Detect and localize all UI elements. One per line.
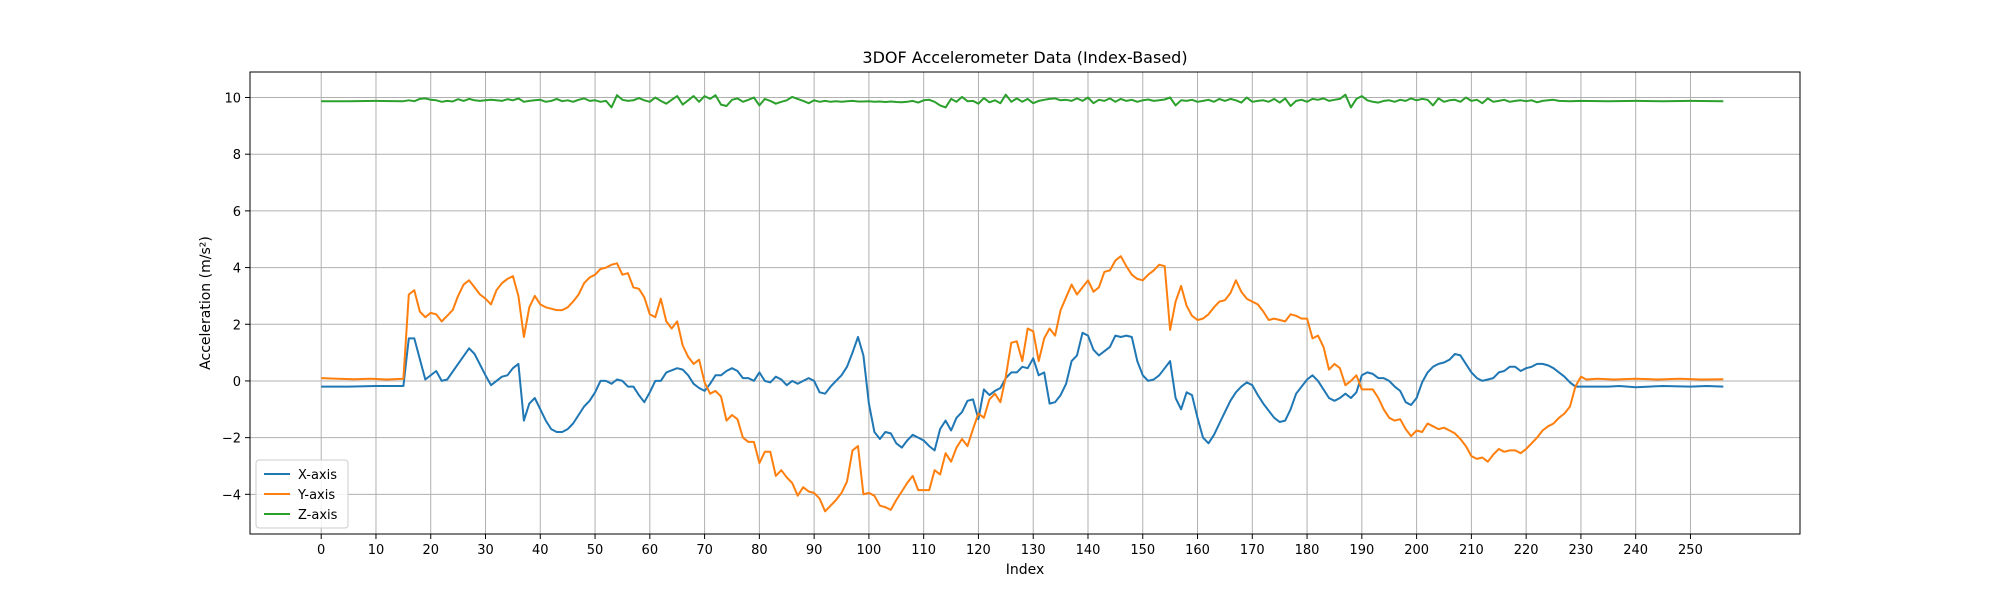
y-tick-label: −4 (222, 488, 241, 503)
x-tick-label: 240 (1623, 543, 1648, 558)
x-tick-label: 180 (1295, 543, 1320, 558)
x-tick-label: 60 (642, 543, 659, 558)
y-axis-label: Acceleration (m/s²) (198, 236, 214, 370)
x-tick-label: 40 (532, 543, 549, 558)
series-line-x-axis (321, 331, 1724, 452)
axis-ticks: 0 10 20 30 40 50 60 70 80 90 100 110 120 130 140 150 160… (222, 92, 1703, 558)
x-tick-label: 200 (1404, 543, 1429, 558)
series-line-y-axis (321, 255, 1724, 513)
y-tick-label: 8 (233, 148, 241, 163)
legend-box (255, 459, 349, 529)
series-lines (321, 93, 1724, 513)
legend-label-y: Y-axis (297, 488, 335, 503)
x-tick-label: 210 (1459, 543, 1484, 558)
y-tick-label: −2 (222, 432, 241, 447)
x-tick-label: 10 (368, 543, 385, 558)
x-tick-label: 80 (751, 543, 768, 558)
legend-label-x: X-axis (298, 468, 337, 483)
x-tick-label: 170 (1240, 543, 1265, 558)
x-tick-label: 20 (422, 543, 439, 558)
x-tick-label: 110 (911, 543, 936, 558)
y-tick-label: 2 (233, 318, 241, 333)
x-tick-label: 190 (1349, 543, 1374, 558)
x-axis-label: Index (1006, 562, 1045, 578)
y-tick-label: 4 (233, 262, 241, 277)
x-tick-label: 140 (1076, 543, 1101, 558)
x-tick-label: 90 (806, 543, 823, 558)
x-tick-label: 30 (477, 543, 494, 558)
chart-title: 3DOF Accelerometer Data (Index-Based) (862, 48, 1187, 67)
x-tick-label: 160 (1185, 543, 1210, 558)
plot-frame (249, 71, 1801, 535)
x-tick-label: 120 (966, 543, 991, 558)
x-tick-label: 0 (317, 543, 325, 558)
x-tick-label: 50 (587, 543, 604, 558)
series-line-z-axis (321, 93, 1724, 109)
x-tick-label: 220 (1514, 543, 1539, 558)
legend: X-axis Y-axis Z-axis (255, 459, 349, 529)
grid (250, 72, 1800, 534)
legend-label-z: Z-axis (298, 508, 338, 523)
y-tick-label: 10 (224, 92, 241, 107)
x-tick-label: 150 (1130, 543, 1155, 558)
x-tick-label: 230 (1569, 543, 1594, 558)
y-tick-label: 0 (233, 375, 241, 390)
x-tick-label: 100 (856, 543, 881, 558)
x-tick-label: 130 (1021, 543, 1046, 558)
x-tick-label: 250 (1678, 543, 1703, 558)
x-tick-label: 70 (696, 543, 713, 558)
y-tick-label: 6 (233, 205, 241, 220)
